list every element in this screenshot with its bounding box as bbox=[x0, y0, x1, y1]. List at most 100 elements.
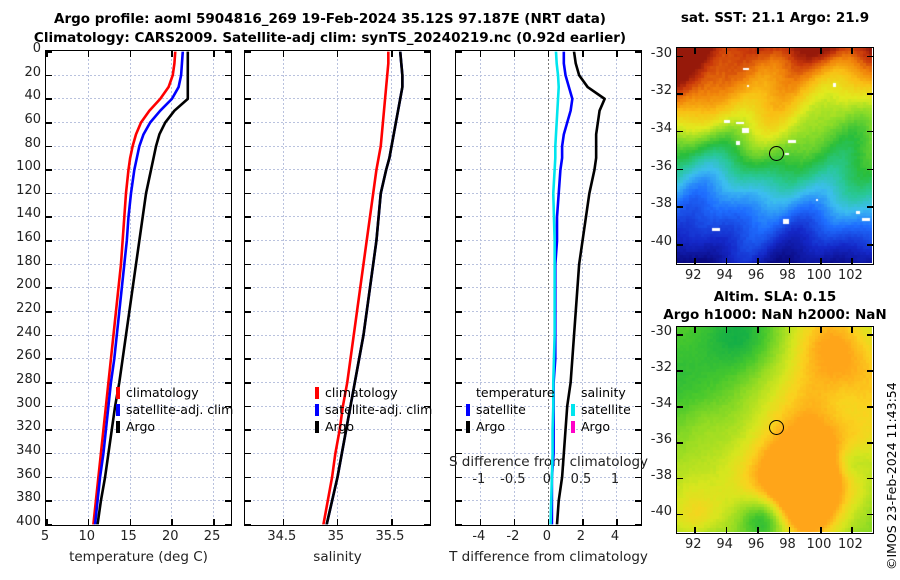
y-axis-tick bbox=[635, 334, 641, 337]
y-axis-tick bbox=[635, 287, 641, 289]
curve-argo bbox=[325, 51, 404, 525]
x-axis-label-temperature: temperature (deg C) bbox=[69, 549, 208, 565]
map-y-tick bbox=[677, 477, 683, 480]
y-axis-tick bbox=[245, 74, 251, 77]
map-x-tick bbox=[819, 258, 822, 264]
y-axis-tick bbox=[456, 523, 462, 526]
y-axis-tick bbox=[46, 216, 52, 219]
y-axis-tick bbox=[225, 74, 231, 77]
map-sst[interactable] bbox=[676, 47, 874, 265]
gridline-horizontal bbox=[46, 381, 231, 383]
x-axis-tick bbox=[615, 51, 618, 57]
map-y-tick bbox=[867, 334, 873, 336]
x-axis-tick-label-salinity: 0.5 bbox=[570, 472, 592, 487]
y-axis-tick bbox=[424, 287, 430, 289]
curves-difference bbox=[549, 51, 606, 525]
curve-satellite-adj-clim bbox=[325, 51, 404, 525]
y-axis-tick bbox=[46, 405, 52, 408]
argo-position-marker-sst bbox=[769, 145, 785, 161]
x-axis-tick-label-salinity: 0 bbox=[542, 472, 552, 487]
curve-salinity-satellite bbox=[549, 51, 561, 525]
map-sla[interactable] bbox=[676, 326, 874, 534]
copyright-label: ©IMOS 23-Feb-2024 11:43:54 bbox=[884, 382, 899, 570]
map-y-tick bbox=[867, 513, 873, 516]
map-x-tick bbox=[851, 327, 853, 333]
x-axis-tick-label: -2 bbox=[506, 529, 520, 544]
legend-color-swatch bbox=[315, 421, 319, 433]
x-axis-tick-label: 0 bbox=[542, 529, 552, 544]
legend-item: Argo bbox=[570, 418, 631, 435]
y-axis-tick bbox=[456, 287, 462, 289]
x-axis-tick bbox=[547, 519, 550, 525]
map-y-tick-label: -36 bbox=[650, 431, 672, 447]
legend-item: satellite bbox=[465, 401, 555, 418]
map-y-tick bbox=[677, 334, 683, 336]
y-axis-tick bbox=[456, 381, 462, 384]
curves-temperature bbox=[92, 51, 190, 525]
x-axis-tick bbox=[390, 519, 393, 525]
y-axis-tick bbox=[245, 429, 251, 431]
y-axis-tick bbox=[225, 169, 231, 171]
map-y-tick bbox=[867, 130, 873, 133]
x-axis-tick bbox=[615, 519, 618, 525]
map-y-tick bbox=[867, 206, 873, 208]
y-axis-tick bbox=[635, 500, 641, 502]
y-axis-tick bbox=[245, 169, 251, 171]
x-axis-tick bbox=[479, 51, 482, 57]
y-axis-tick-label: 260 bbox=[16, 348, 41, 364]
y-axis-tick bbox=[635, 358, 641, 360]
gridline-vertical bbox=[581, 51, 583, 525]
map-x-tick-label: 98 bbox=[779, 537, 796, 552]
map-y-tick bbox=[677, 441, 683, 444]
y-axis-tick bbox=[635, 240, 641, 242]
y-axis-tick bbox=[456, 74, 462, 77]
map-y-tick-label: -36 bbox=[650, 158, 672, 174]
gridline-horizontal bbox=[46, 74, 231, 76]
y-axis-tick bbox=[245, 240, 251, 242]
legend-color-swatch bbox=[315, 387, 319, 399]
map-y-tick-label: -32 bbox=[650, 360, 672, 376]
gridline-horizontal bbox=[46, 358, 231, 360]
map-x-tick bbox=[788, 327, 791, 333]
map-x-tick-label: 100 bbox=[806, 537, 832, 552]
y-axis-tick bbox=[225, 216, 231, 219]
y-axis-tick-label: 380 bbox=[16, 490, 41, 506]
x-axis-tick bbox=[336, 519, 339, 525]
y-axis-tick bbox=[424, 263, 430, 266]
map-y-tick-label: -38 bbox=[650, 196, 672, 212]
map-x-tick bbox=[788, 258, 791, 264]
map-x-tick bbox=[725, 327, 728, 333]
map-y-tick-label: -40 bbox=[650, 503, 672, 519]
gridline-horizontal bbox=[46, 452, 231, 454]
map-y-tick-label: -30 bbox=[650, 324, 672, 340]
y-axis-tick bbox=[46, 381, 52, 384]
x-axis-label-salinity-difference: S difference from climatology bbox=[448, 454, 649, 470]
y-axis-tick bbox=[46, 169, 52, 171]
y-axis-tick bbox=[424, 381, 430, 384]
gridline-horizontal bbox=[46, 405, 231, 407]
y-axis-tick bbox=[456, 311, 462, 313]
x-axis-tick bbox=[282, 51, 285, 57]
y-axis-tick bbox=[245, 145, 251, 148]
y-axis-tick bbox=[225, 145, 231, 148]
x-axis-tick-label: 34.5 bbox=[267, 529, 297, 544]
map-x-tick bbox=[757, 48, 759, 54]
map-y-tick bbox=[867, 406, 873, 408]
gridline-vertical bbox=[390, 51, 392, 525]
y-axis-tick bbox=[424, 169, 430, 171]
gridline-horizontal bbox=[46, 500, 231, 502]
x-axis-tick bbox=[513, 519, 516, 525]
map-x-tick bbox=[757, 327, 759, 333]
y-axis-tick bbox=[635, 452, 641, 455]
map-x-tick-label: 94 bbox=[716, 268, 733, 283]
legend-color-swatch bbox=[571, 404, 575, 416]
x-axis-tick-label: 4 bbox=[610, 529, 620, 544]
x-axis-tick bbox=[129, 519, 132, 525]
x-axis-tick-label-salinity: -1 bbox=[472, 472, 486, 487]
y-axis-tick bbox=[424, 145, 430, 148]
gridline-vertical bbox=[282, 51, 284, 525]
y-axis-tick bbox=[456, 145, 462, 148]
x-axis-tick bbox=[213, 51, 215, 57]
map-x-tick bbox=[851, 48, 853, 54]
x-axis-tick bbox=[213, 519, 215, 525]
